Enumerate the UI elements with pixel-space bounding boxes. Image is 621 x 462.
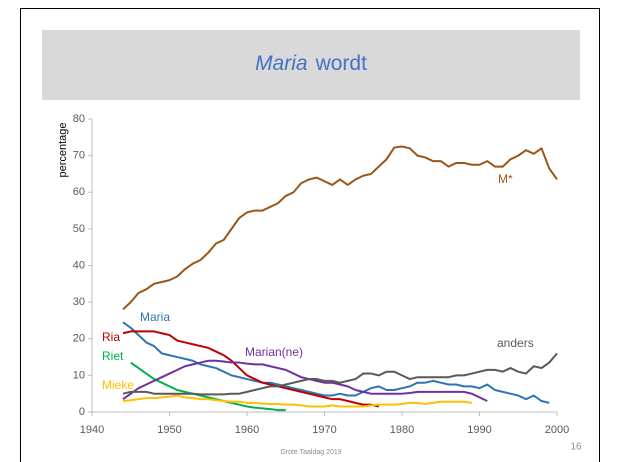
x-tick-label: 1940 [80, 424, 104, 436]
y-tick-label: 10 [73, 369, 85, 381]
series-label: Riet [102, 349, 124, 363]
y-tick-label: 30 [73, 296, 85, 308]
y-tick-label: 40 [73, 259, 85, 271]
x-tick-label: 1950 [157, 424, 181, 436]
title-emphasis: Maria [255, 52, 308, 75]
x-tick-label: 2000 [545, 424, 569, 436]
title-rest: wordt [315, 52, 368, 75]
x-tick-label: 1960 [235, 424, 259, 436]
series-line [122, 352, 558, 396]
series-line [122, 330, 379, 408]
chart-title: Maria wordt [255, 52, 367, 75]
series-line [122, 359, 488, 402]
series-line [122, 321, 550, 404]
x-tick-label: 1980 [390, 424, 414, 436]
series-label: Ria [102, 330, 120, 344]
series-line [122, 394, 472, 408]
series-label: anders [497, 336, 534, 350]
y-tick-label: 70 [73, 150, 85, 162]
series-label: Maria [140, 310, 170, 324]
y-tick-label: 60 [73, 186, 85, 198]
page-number: 16 [570, 442, 582, 453]
y-tick-label: 0 [79, 406, 85, 418]
y-tick-label: 80 [73, 113, 85, 125]
y-tick-label: 20 [73, 333, 85, 345]
title-band [42, 30, 580, 100]
series-label: M* [498, 172, 513, 186]
footer: Grote Taaldag 2019 [280, 449, 341, 456]
x-tick-label: 1990 [467, 424, 491, 436]
series-line [122, 145, 558, 311]
y-tick-label: 50 [73, 223, 85, 235]
plot: 0 10 20 30 40 50 60 70 80 1940 1950 1960 1970 1980 199… [73, 113, 569, 436]
series-label: Marian(ne) [245, 345, 303, 359]
y-axis-label: percentage [57, 122, 69, 177]
x-tick-label: 1970 [312, 424, 336, 436]
series-label: Mieke [102, 378, 134, 392]
